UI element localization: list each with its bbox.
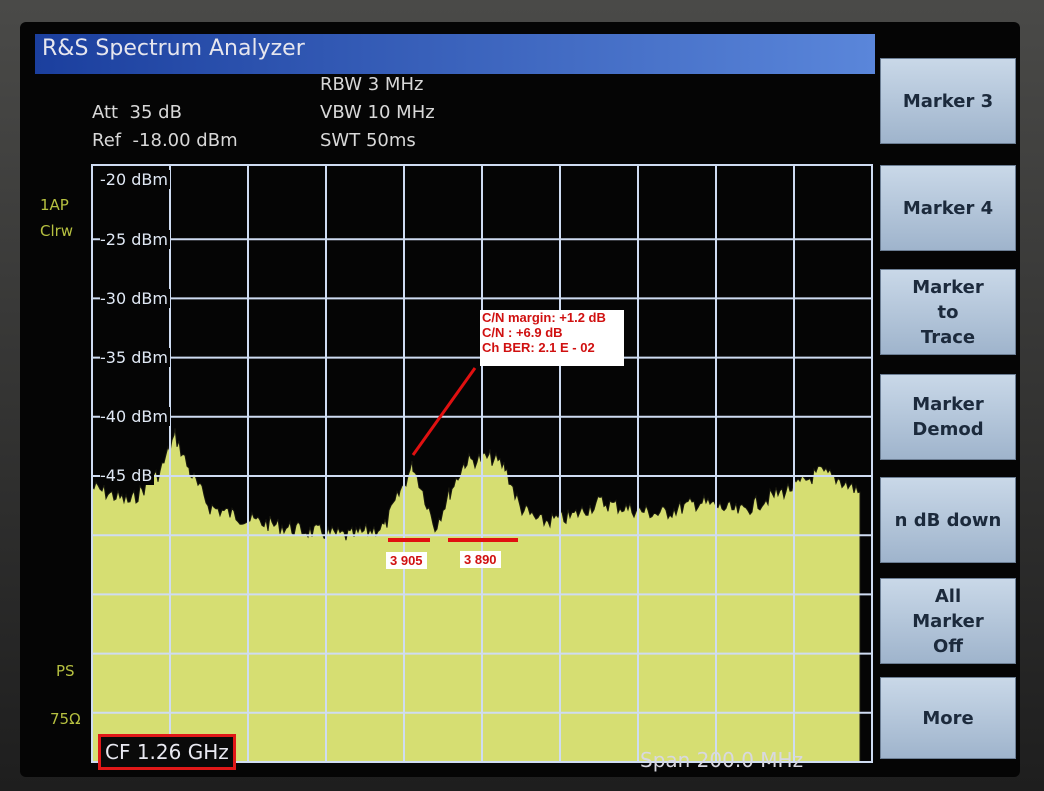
annotation-line: C/N margin: +1.2 dB xyxy=(482,310,606,325)
y-label: -30 dBm xyxy=(100,289,170,308)
marker-label: 3 890 xyxy=(460,551,501,568)
app-title: R&S Spectrum Analyzer xyxy=(42,36,305,61)
title-bar xyxy=(35,34,875,74)
spectrum-plot xyxy=(91,164,873,763)
annotation-pointer xyxy=(411,367,477,456)
softkey[interactable]: n dB down xyxy=(880,477,1016,563)
att-setting: Att 35 dB xyxy=(92,102,182,123)
annotation-box: C/N margin: +1.2 dB C/N : +6.9 dB Ch BER… xyxy=(480,310,624,366)
softkey-label: Marker 4 xyxy=(902,197,994,219)
softkey[interactable]: Marker to Trace xyxy=(880,269,1016,355)
softkey-label: to xyxy=(937,301,959,323)
swt-setting: SWT 50ms xyxy=(320,130,416,151)
softkey-label: All xyxy=(934,585,962,607)
y-label: -45 dB xyxy=(100,466,155,485)
marker-label: 3 905 xyxy=(386,552,427,569)
analyzer-screen: R&S Spectrum Analyzer Att 35 dB Ref -18.… xyxy=(20,22,1020,777)
softkey-label: Demod xyxy=(912,419,984,440)
annotation-line: Ch BER: 2.1 E - 02 xyxy=(482,340,595,355)
softkey[interactable]: More xyxy=(880,677,1016,759)
softkey-label: Trace xyxy=(920,326,976,348)
side-label: PS xyxy=(56,662,75,680)
y-label: -25 dBm xyxy=(100,230,170,249)
softkey-label: Marker xyxy=(912,276,984,298)
side-label: 75Ω xyxy=(50,710,81,728)
y-label: -40 dBm xyxy=(100,407,170,426)
span: Span 200.0 MHz xyxy=(640,748,804,772)
softkey-label: Marker xyxy=(912,394,984,415)
y-label: -35 dBm xyxy=(100,348,170,367)
softkey-label: Marker xyxy=(912,610,984,632)
annotation-line: C/N : +6.9 dB xyxy=(482,325,563,340)
softkey[interactable]: Marker Demod xyxy=(880,374,1016,460)
softkey-label: More xyxy=(922,707,974,729)
rbw-setting: RBW 3 MHz xyxy=(320,74,424,95)
ref-setting: Ref -18.00 dBm xyxy=(92,130,238,151)
softkey-label: Off xyxy=(933,635,963,657)
trace-info: 1AP xyxy=(40,196,69,214)
y-label: -20 dBm xyxy=(100,170,170,189)
vbw-setting: VBW 10 MHz xyxy=(320,102,435,123)
trace-info: Clrw xyxy=(40,222,74,240)
softkey[interactable]: Marker 4 xyxy=(880,165,1016,251)
softkey-label: Marker 3 xyxy=(902,90,994,112)
softkey-label: n dB down xyxy=(894,509,1002,531)
plot-frame xyxy=(91,164,873,763)
softkey[interactable]: All Marker Off xyxy=(880,578,1016,664)
softkey[interactable]: Marker 3 xyxy=(880,58,1016,144)
center-frequency: CF 1.26 GHz xyxy=(98,734,236,770)
